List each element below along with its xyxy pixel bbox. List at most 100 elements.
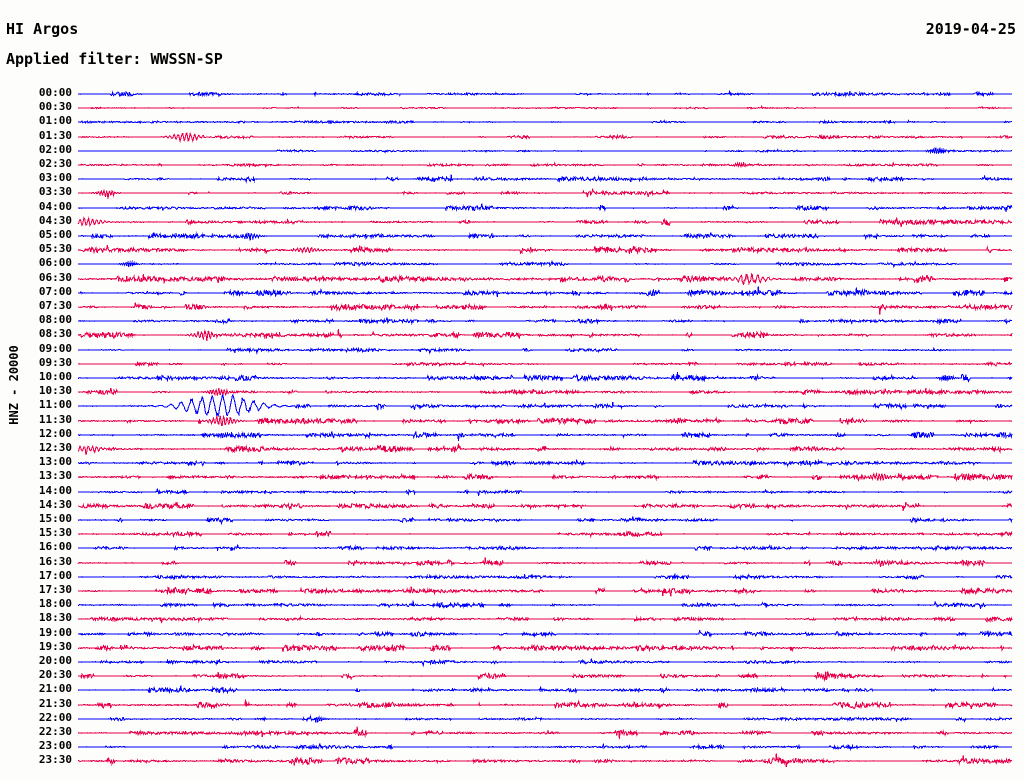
trace-row: 04:00 xyxy=(0,199,1024,215)
trace-row-time-label: 15:00 xyxy=(38,512,72,525)
trace-row: 10:30 xyxy=(0,385,1024,399)
trace-waveform xyxy=(77,179,1013,207)
trace-row-time-label: 18:30 xyxy=(38,611,72,625)
trace-row-time-label: 00:00 xyxy=(38,86,72,99)
trace-row-time-label: 09:00 xyxy=(38,341,72,355)
trace-row-time-label: 23:00 xyxy=(38,739,72,753)
trace-row: 10:00 xyxy=(0,371,1024,385)
trace-waveform xyxy=(77,747,1013,775)
trace-row: 13:30 xyxy=(0,470,1024,484)
trace-row-time-label: 14:00 xyxy=(38,483,72,497)
trace-row: 16:30 xyxy=(0,554,1024,570)
trace-row: 19:00 xyxy=(0,625,1024,641)
applied-filter-label: Applied filter: WWSSN-SP xyxy=(6,50,223,68)
trace-row-time-label: 11:00 xyxy=(38,398,72,412)
trace-row: 08:30 xyxy=(0,328,1024,342)
trace-row: 21:30 xyxy=(0,696,1024,712)
trace-row: 23:00 xyxy=(0,740,1024,754)
trace-row-time-label: 08:30 xyxy=(38,327,72,341)
trace-row: 02:30 xyxy=(0,158,1024,172)
trace-row: 15:30 xyxy=(0,527,1024,541)
trace-waveform xyxy=(77,676,1013,704)
trace-waveform xyxy=(77,321,1013,349)
trace-row: 04:30 xyxy=(0,214,1024,229)
trace-row-time-label: 08:00 xyxy=(38,313,72,327)
trace-waveform xyxy=(77,307,1013,335)
trace-waveform xyxy=(77,691,1013,719)
trace-waveform xyxy=(77,478,1013,506)
trace-waveform xyxy=(77,492,1013,520)
trace-row-time-label: 21:00 xyxy=(38,682,72,696)
trace-row-time-label: 03:00 xyxy=(38,171,72,185)
trace-row: 09:00 xyxy=(0,341,1024,357)
trace-row-time-label: 23:30 xyxy=(38,753,72,767)
trace-row-time-label: 21:30 xyxy=(38,696,72,710)
trace-row: 11:00 xyxy=(0,393,1024,418)
trace-row: 00:30 xyxy=(0,101,1024,115)
trace-row: 18:30 xyxy=(0,612,1024,626)
trace-waveform xyxy=(77,123,1013,151)
trace-waveform xyxy=(77,108,1013,136)
trace-waveform xyxy=(77,364,1013,392)
trace-row-time-label: 01:00 xyxy=(38,114,72,128)
trace-row-time-label: 17:00 xyxy=(38,568,72,582)
trace-row: 02:00 xyxy=(0,142,1024,158)
trace-waveform xyxy=(77,719,1013,747)
trace-row-time-label: 05:30 xyxy=(38,242,72,256)
trace-waveform xyxy=(77,421,1013,449)
trace-row-time-label: 10:00 xyxy=(38,370,72,383)
trace-row-time-label: 20:30 xyxy=(38,668,72,682)
trace-waveform xyxy=(77,435,1013,463)
trace-row-time-label: 06:30 xyxy=(38,270,72,284)
trace-row-time-label: 05:00 xyxy=(38,228,72,241)
trace-row-time-label: 19:30 xyxy=(38,639,72,653)
trace-row: 22:00 xyxy=(0,711,1024,726)
trace-row-time-label: 02:30 xyxy=(38,157,72,170)
trace-row: 06:30 xyxy=(0,270,1024,286)
trace-row: 17:00 xyxy=(0,568,1024,584)
trace-waveform xyxy=(77,151,1013,179)
trace-row-time-label: 16:30 xyxy=(38,554,72,568)
trace-waveform xyxy=(77,279,1013,307)
trace-row-time-label: 16:00 xyxy=(38,540,72,554)
trace-row: 21:00 xyxy=(0,683,1024,697)
trace-waveform xyxy=(77,236,1013,264)
trace-row: 05:30 xyxy=(0,243,1024,257)
trace-waveform xyxy=(77,605,1013,633)
trace-waveform xyxy=(77,293,1013,321)
trace-row-time-label: 19:00 xyxy=(38,625,72,639)
date-label: 2019-04-25 xyxy=(925,20,1016,38)
trace-row-time-label: 12:00 xyxy=(38,426,72,440)
trace-waveform xyxy=(77,165,1013,193)
trace-waveform xyxy=(77,463,1013,491)
trace-waveform xyxy=(77,705,1013,733)
trace-row-time-label: 14:30 xyxy=(38,497,72,511)
trace-row: 15:00 xyxy=(0,513,1024,527)
trace-waveform xyxy=(77,265,1013,293)
trace-row-time-label: 13:00 xyxy=(38,455,72,469)
trace-waveform xyxy=(77,407,1013,435)
trace-row: 09:30 xyxy=(0,356,1024,371)
trace-row-time-label: 22:30 xyxy=(38,725,72,738)
trace-waveform xyxy=(77,662,1013,690)
trace-row-time-label: 07:30 xyxy=(38,299,72,312)
trace-row: 06:00 xyxy=(0,257,1024,271)
trace-waveform xyxy=(77,634,1013,662)
trace-row: 23:30 xyxy=(0,754,1024,768)
trace-waveform xyxy=(77,208,1013,236)
trace-row-time-label: 07:00 xyxy=(38,284,72,298)
page-title: HI Argos xyxy=(6,20,79,38)
trace-row-time-label: 02:00 xyxy=(38,142,72,156)
trace-row-time-label: 01:30 xyxy=(38,128,72,142)
trace-row: 20:30 xyxy=(0,669,1024,683)
trace-row-time-label: 11:30 xyxy=(38,412,72,426)
trace-row: 20:00 xyxy=(0,655,1024,669)
trace-row-time-label: 04:00 xyxy=(38,199,72,213)
trace-waveform xyxy=(77,392,1013,420)
trace-row: 12:00 xyxy=(0,426,1024,442)
trace-row-time-label: 06:00 xyxy=(38,256,72,270)
helicorder-plot: HNZ - 20000 00:00 00:30 01:00 01:30 02:00 02:… xyxy=(0,78,1024,778)
trace-waveform xyxy=(77,620,1013,648)
trace-waveform xyxy=(77,534,1013,562)
